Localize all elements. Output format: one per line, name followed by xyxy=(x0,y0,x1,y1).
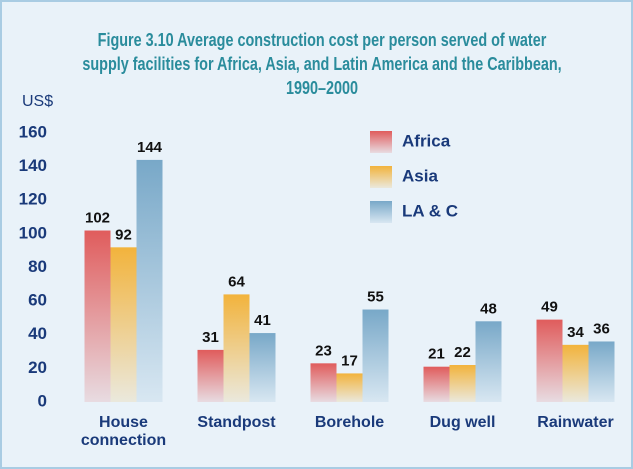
bar xyxy=(249,333,276,402)
value-label: 23 xyxy=(315,342,332,359)
y-tick-label: 140 xyxy=(19,156,47,175)
legend-label: Africa xyxy=(402,131,451,150)
bar xyxy=(136,159,163,402)
y-tick-label: 120 xyxy=(19,190,47,209)
value-label: 17 xyxy=(341,352,358,369)
bar xyxy=(362,309,389,402)
value-label: 48 xyxy=(480,300,497,317)
bar xyxy=(110,247,137,402)
bar xyxy=(562,344,589,402)
x-tick-label: Borehole xyxy=(314,414,385,431)
bar xyxy=(197,349,224,402)
bar xyxy=(475,321,502,402)
bar xyxy=(84,230,111,402)
value-label: 144 xyxy=(137,139,163,156)
value-label: 92 xyxy=(115,226,132,243)
y-tick-label: 100 xyxy=(19,223,47,242)
value-label: 31 xyxy=(202,329,219,346)
value-label: 41 xyxy=(254,312,271,329)
value-label: 49 xyxy=(541,299,558,316)
y-axis-label: US$ xyxy=(22,93,53,110)
y-tick-label: 40 xyxy=(28,324,47,343)
value-label: 64 xyxy=(228,273,245,290)
x-tick-label: Rainwater xyxy=(537,414,614,431)
value-label: 34 xyxy=(567,324,584,341)
x-tick-label: House connection xyxy=(80,414,167,449)
legend-swatch xyxy=(370,201,392,223)
y-tick-label: 20 xyxy=(28,358,47,377)
value-label: 22 xyxy=(454,344,471,361)
y-tick-label: 0 xyxy=(38,391,47,410)
bar xyxy=(223,294,250,402)
x-tick-label: Dug well xyxy=(429,414,496,431)
x-tick-label: Standpost xyxy=(197,414,276,431)
value-label: 102 xyxy=(85,209,110,226)
chart-title: Figure 3.10 Average construction cost pe… xyxy=(82,30,562,98)
bar xyxy=(536,319,563,402)
legend-label: Asia xyxy=(402,166,438,185)
value-label: 36 xyxy=(593,320,610,337)
bar xyxy=(310,363,337,402)
y-tick-label: 80 xyxy=(28,257,47,276)
bar xyxy=(449,365,476,402)
legend-label: LA & C xyxy=(402,201,458,220)
bar xyxy=(336,373,363,402)
legend-swatch xyxy=(370,166,392,188)
bar xyxy=(588,341,615,402)
value-label: 21 xyxy=(428,346,445,363)
y-tick-label: 60 xyxy=(28,291,47,310)
legend-swatch xyxy=(370,131,392,153)
bar xyxy=(423,366,450,402)
y-tick-label: 160 xyxy=(19,122,47,141)
value-label: 55 xyxy=(367,289,384,306)
